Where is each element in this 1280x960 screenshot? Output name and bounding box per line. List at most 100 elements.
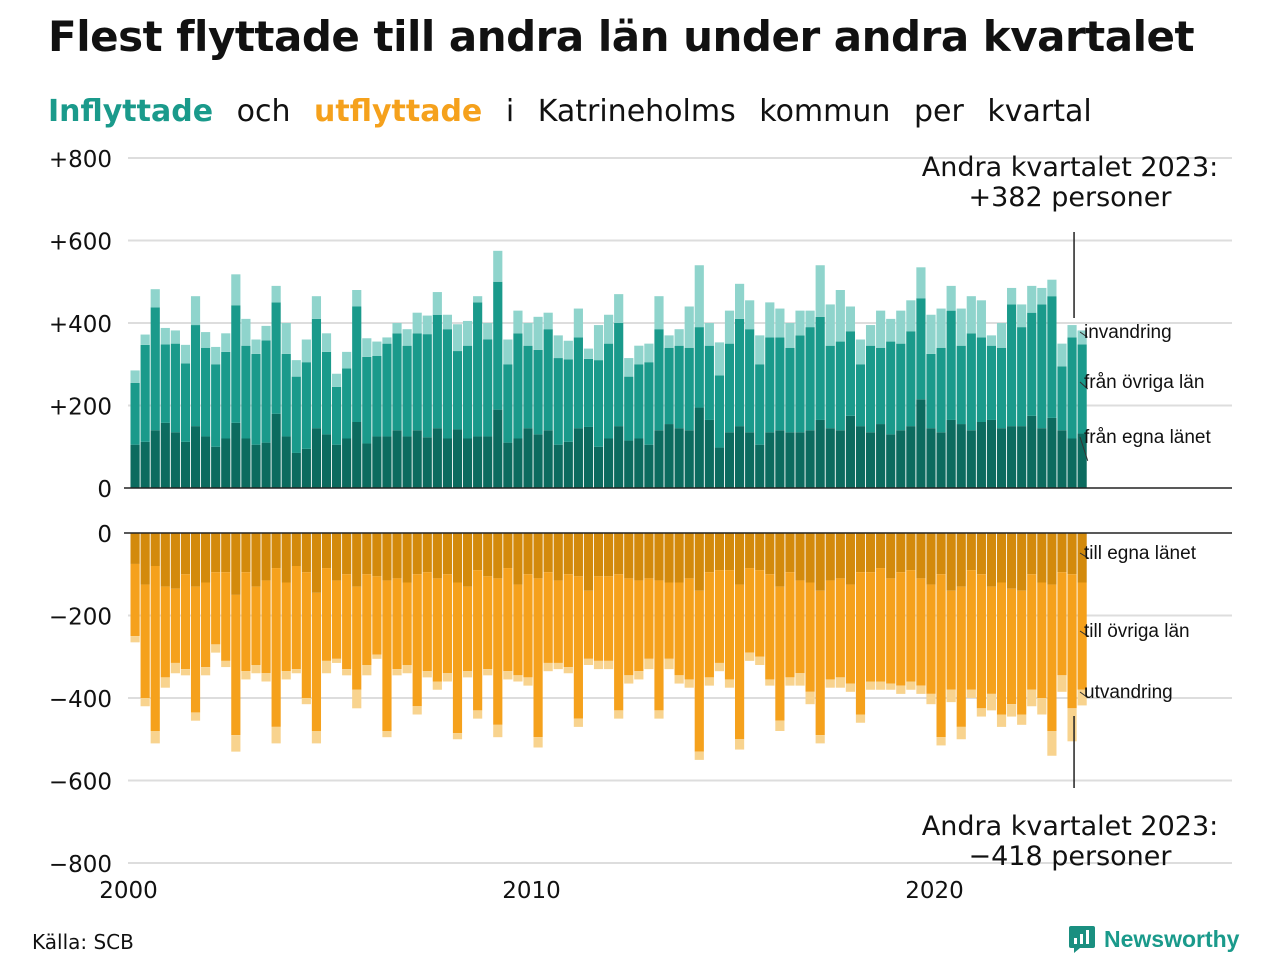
bar-segment [140,441,150,488]
bar-segment [180,363,191,442]
bar-segment [886,434,896,489]
bar-segment [654,296,664,330]
bar-segment [332,444,342,488]
bar-segment [583,348,594,359]
bar-segment [281,582,291,672]
bar-segment [835,578,845,678]
bar-segment [724,343,735,433]
y-tick-label: +600 [49,230,112,256]
bar-segment [614,426,624,489]
bar-segment [301,533,311,573]
bar-segment [493,281,503,410]
bar-segment [160,586,170,678]
bar-segment [755,570,765,657]
bar-segment [352,533,362,587]
bar-segment [211,644,221,653]
bar-segment [624,675,634,684]
bar-segment [221,572,231,661]
bar-segment [150,430,160,488]
bar-segment [855,426,866,489]
bar-segment [271,285,281,303]
bar-segment [533,737,543,748]
brand-logo: Newsworthy [1068,924,1239,954]
bar-segment [201,436,211,488]
bar-segment [956,345,966,425]
bar-segment [140,533,150,585]
bar-segment [271,302,281,414]
bar-segment [392,669,402,676]
bar-segment [765,302,775,338]
bar-segment [1077,344,1087,434]
bar-segment [956,533,966,587]
bar-segment [775,586,785,721]
bar-segment [503,442,513,489]
bar-segment [291,376,301,453]
bar-segment [1057,430,1067,488]
bar-segment [412,706,422,715]
bar-segment [372,341,382,356]
bar-segment [523,323,533,346]
bar-segment [311,318,322,429]
bar-segment [332,373,342,387]
bar-segment [231,422,241,488]
bar-segment [533,434,543,489]
bar-segment [473,302,483,437]
bar-segment [765,337,775,433]
bar-segment [160,533,170,587]
bar-segment [130,370,140,383]
bar-segment [765,574,775,680]
bar-segment [513,675,523,682]
bar-segment [624,358,634,377]
bar-segment [281,671,291,680]
bar-segment [916,578,926,686]
bar-segment [684,679,694,688]
bar-segment [1017,714,1027,725]
bar-segment [301,362,311,449]
bar-segment [543,533,553,573]
bar-segment [714,662,725,672]
bar-segment [130,533,140,564]
bar-segment [523,428,533,488]
bar-segment [190,325,201,427]
bar-segment [855,339,866,365]
bar-segment [130,382,140,445]
bar-segment [765,533,775,575]
bar-segment [745,300,755,330]
bar-segment [281,436,291,488]
bar-segment [664,347,674,425]
series-label-leader [1079,630,1089,637]
bar-segment [372,576,382,655]
bar-segment [462,320,473,346]
bar-segment [382,731,392,738]
bar-segment [1027,574,1037,690]
bar-segment [644,658,654,670]
bar-segment [332,658,342,663]
bar-segment [362,356,372,444]
bar-segment [986,533,997,587]
bar-segment [1007,704,1017,717]
bar-segment [624,376,634,441]
bar-segment [593,576,604,661]
bar-segment [432,292,442,315]
bar-segment [996,347,1007,429]
bar-segment [573,308,583,338]
bar-segment [624,578,634,676]
bar-segment [342,438,352,488]
bar-segment [996,428,1007,488]
bar-segment [654,580,664,711]
bar-segment [684,347,694,431]
bar-segment [513,533,523,585]
bar-segment [755,335,765,365]
bar-segment [724,570,735,680]
bar-segment [704,677,714,686]
bar-segment [301,448,311,488]
x-tick-label: 2010 [502,878,561,904]
bar-segment [694,533,704,591]
bar-segment [704,323,714,346]
bar-segment [190,712,201,721]
bar-segment [865,572,876,682]
bar-segment [281,353,291,437]
bar-segment [140,344,150,442]
bar-segment [1007,287,1017,305]
bar-segment [724,310,735,344]
